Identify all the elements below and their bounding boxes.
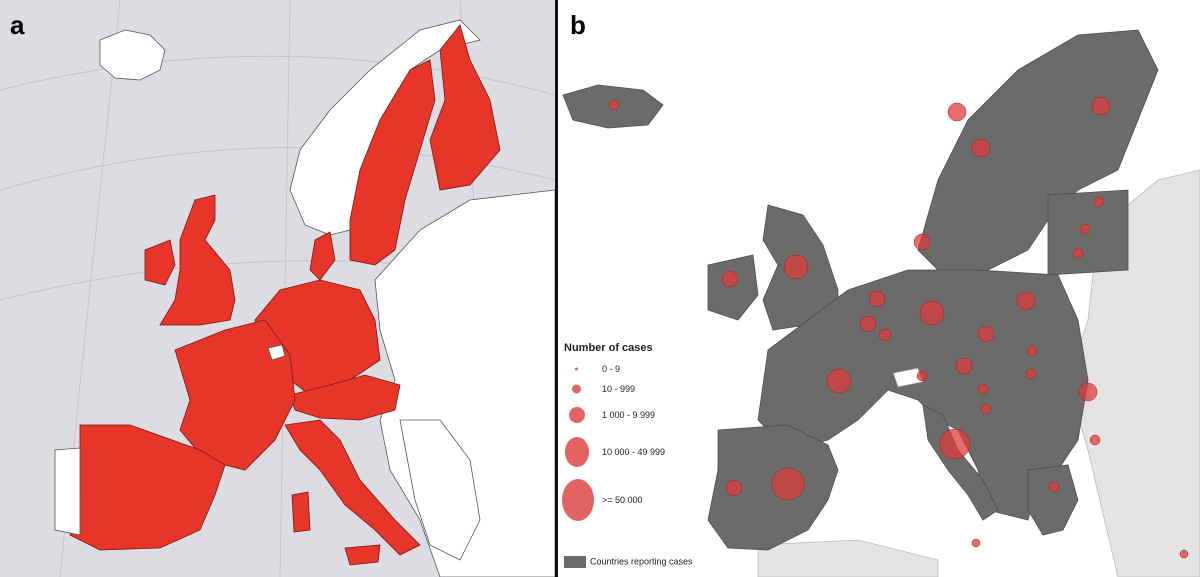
- ireland-a: [144, 239, 176, 286]
- continent-b: [757, 269, 1089, 521]
- legend-symbol: [575, 367, 578, 371]
- legend: Number of cases 0 - 9 10 - 999 1 000 - 9…: [562, 342, 714, 526]
- bubble-bulgaria: [1089, 434, 1101, 446]
- bubble-cyprus: [1179, 549, 1189, 559]
- reporting-countries: [562, 29, 1159, 551]
- legend-item-10000-49999: 10 000 - 49 999: [564, 430, 714, 474]
- bubble-france: [826, 368, 852, 394]
- bubble-italy: [939, 428, 971, 460]
- bubble-netherlands: [868, 290, 886, 308]
- central-europe-a: [289, 374, 401, 421]
- italy-a: [284, 419, 421, 556]
- legend-label: >= 50 000: [602, 495, 643, 505]
- legend-label: 10 - 999: [602, 384, 636, 394]
- bubble-slovakia: [1026, 345, 1038, 357]
- bubble-ireland: [721, 270, 739, 288]
- legend-symbol: [569, 407, 585, 423]
- legend-label: 1 000 - 9 999: [602, 410, 656, 420]
- bubble-norway: [947, 102, 967, 122]
- bubble-finland: [1091, 96, 1111, 116]
- ireland-b: [707, 254, 759, 321]
- bubble-hungary: [1025, 368, 1037, 380]
- legend-swatch-reporting: Countries reporting cases: [564, 556, 693, 568]
- bubble-latvia: [1079, 223, 1091, 235]
- bubble-denmark: [913, 233, 931, 251]
- bubble-malta: [971, 538, 981, 548]
- legend-item-1000-9999: 1 000 - 9 999: [564, 400, 714, 430]
- bubble-iceland: [608, 99, 620, 111]
- bubble-poland: [1016, 291, 1036, 311]
- bubble-lithuania: [1072, 247, 1084, 259]
- bubble-germany: [919, 300, 945, 326]
- legend-label: 0 - 9: [602, 364, 621, 374]
- greece-b: [1027, 464, 1079, 536]
- portugal-a: [54, 447, 81, 536]
- legend-title: Number of cases: [564, 342, 653, 354]
- legend-symbol: [572, 384, 581, 394]
- bubble-uk: [783, 254, 809, 280]
- legend-symbol: [565, 437, 589, 467]
- legend-swatch-label: Countries reporting cases: [590, 556, 693, 567]
- bubble-greece: [1048, 481, 1060, 493]
- bubble-sweden: [971, 138, 991, 158]
- scandinavia-b: [917, 29, 1159, 281]
- bubble-slovenia: [977, 383, 989, 395]
- iceland-a: [99, 29, 166, 81]
- bubble-luxembourg: [878, 328, 892, 342]
- bubble-estonia: [1093, 196, 1105, 208]
- uk-a: [159, 194, 236, 326]
- sicily-a: [344, 544, 381, 566]
- bubble-croatia: [980, 403, 992, 415]
- bubble-belgium: [859, 315, 877, 333]
- legend-item-50000-plus: >= 50 000: [562, 474, 714, 526]
- map-panel-b: b Number of cases 0 - 9 10 - 999 1 000 -…: [558, 0, 1200, 577]
- bubble-spain: [771, 467, 805, 501]
- panel-divider: [555, 0, 558, 577]
- map-a-svg: [0, 0, 555, 577]
- bubble-romania: [1078, 382, 1098, 402]
- switzerland-a: [267, 344, 286, 361]
- bubble-portugal: [725, 479, 743, 497]
- legend-symbol: [562, 479, 594, 521]
- bubble-liechtenstein: [916, 370, 928, 382]
- legend-label: 10 000 - 49 999: [602, 447, 666, 457]
- panel-label-b: b: [570, 10, 586, 40]
- map-b-svg: [562, 29, 1200, 577]
- denmark-a: [309, 231, 336, 281]
- legend-item-0-9: 0 - 9: [564, 360, 714, 378]
- france-a: [174, 319, 296, 471]
- switzerland-b: [892, 367, 924, 388]
- legend-item-10-999: 10 - 999: [564, 378, 714, 400]
- finland-a: [429, 24, 501, 191]
- legend-swatch: [564, 556, 586, 568]
- bubble-czechia: [977, 325, 995, 343]
- case-bubbles: [608, 96, 1189, 559]
- bubble-austria: [955, 357, 973, 375]
- panel-label-a: a: [10, 10, 25, 40]
- sweden-a: [349, 59, 436, 266]
- sardinia-a: [291, 491, 311, 533]
- balkans-a: [399, 419, 481, 561]
- map-panel-a: a: [0, 0, 555, 577]
